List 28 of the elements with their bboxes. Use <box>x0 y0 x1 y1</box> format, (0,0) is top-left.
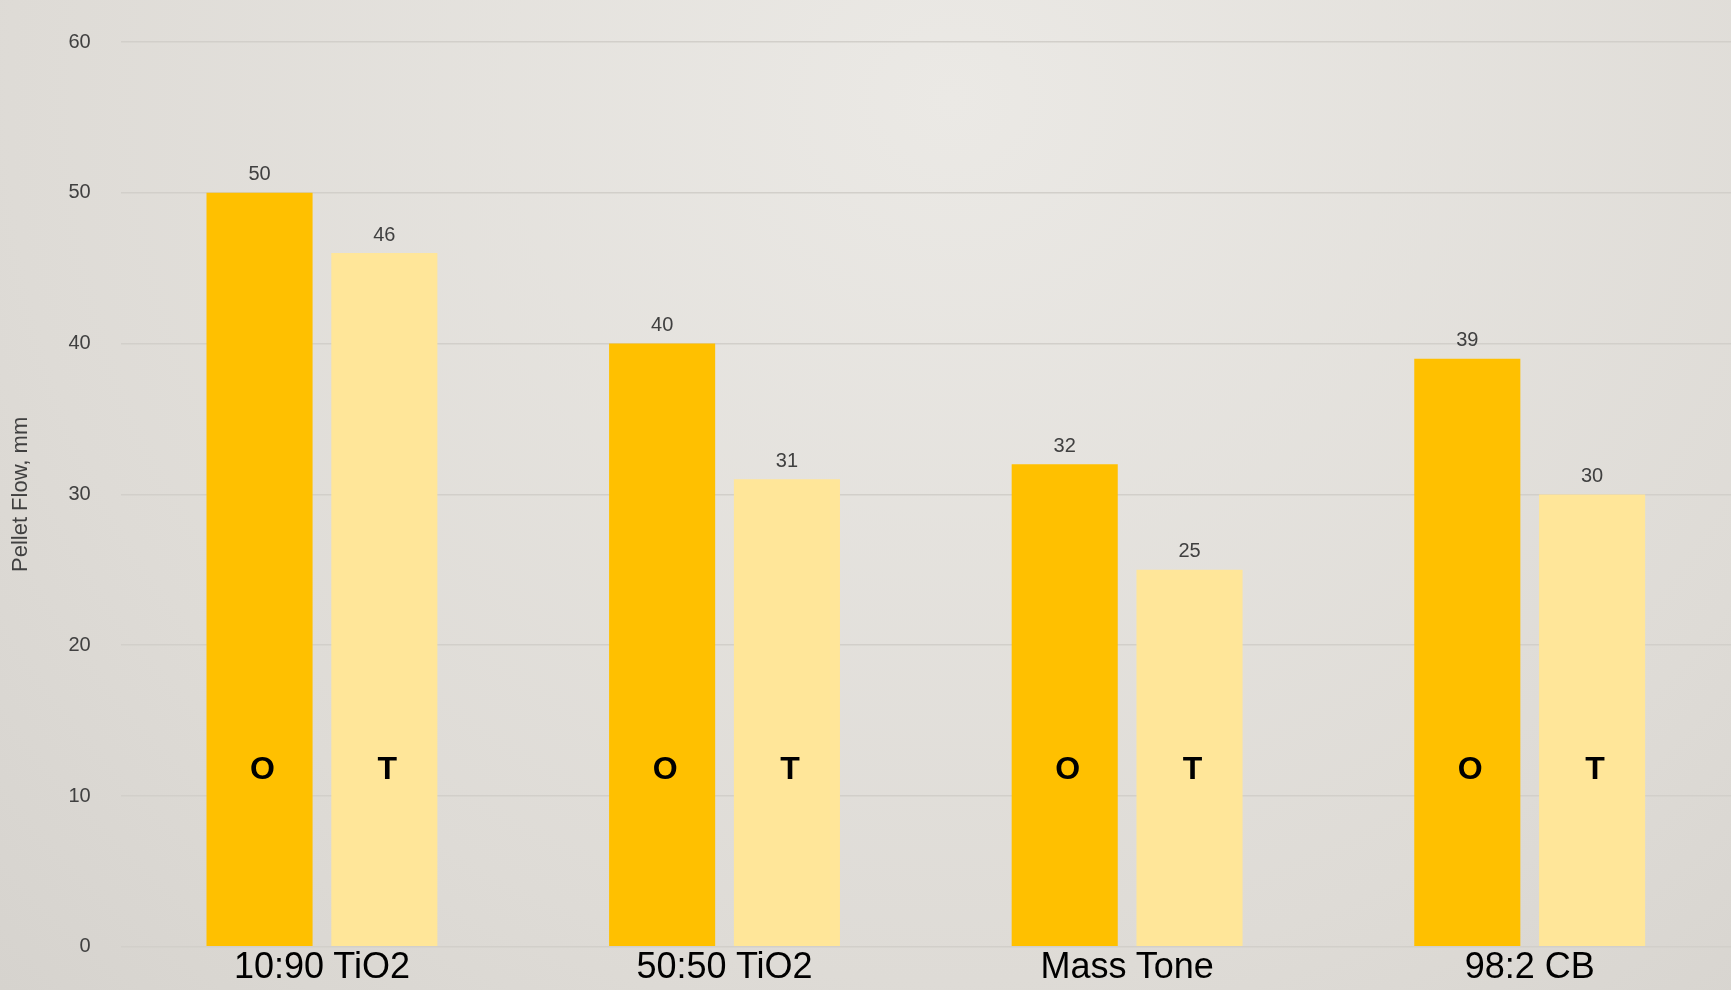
data-label: 31 <box>775 448 799 471</box>
series-label: O <box>652 750 678 787</box>
text: O <box>250 750 275 787</box>
y-tick-label: 0 <box>79 934 91 957</box>
text: O <box>1055 750 1081 787</box>
data-label: 25 <box>1178 539 1201 562</box>
data-label: 30 <box>1580 463 1604 486</box>
y-tick-label: 60 <box>68 29 91 52</box>
x-tick-label: Mass Tone <box>1040 945 1214 987</box>
y-tick-label: 30 <box>68 481 91 504</box>
text: T <box>1585 750 1605 787</box>
series-label: T <box>377 750 398 787</box>
y-tick-label: 50 <box>68 180 91 203</box>
text: T <box>780 750 800 787</box>
y-axis-title: Pellet Flow, mm <box>7 416 33 573</box>
x-tick-label: 98:2 CB <box>1464 945 1595 987</box>
y-tick-label: 20 <box>68 632 91 655</box>
data-label: 32 <box>1053 433 1076 456</box>
data-label: 40 <box>651 313 674 336</box>
x-tick-label: 50:50 TiO2 <box>636 945 813 987</box>
y-tick-label: 10 <box>68 783 91 806</box>
data-label: 50 <box>248 162 271 185</box>
y-tick-label: 40 <box>68 331 91 354</box>
data-label: 46 <box>373 222 396 245</box>
text: O <box>1457 750 1483 787</box>
data-label: 39 <box>1456 328 1479 351</box>
text: T <box>1182 750 1203 787</box>
x-tick-label: 10:90 TiO2 <box>233 945 410 987</box>
